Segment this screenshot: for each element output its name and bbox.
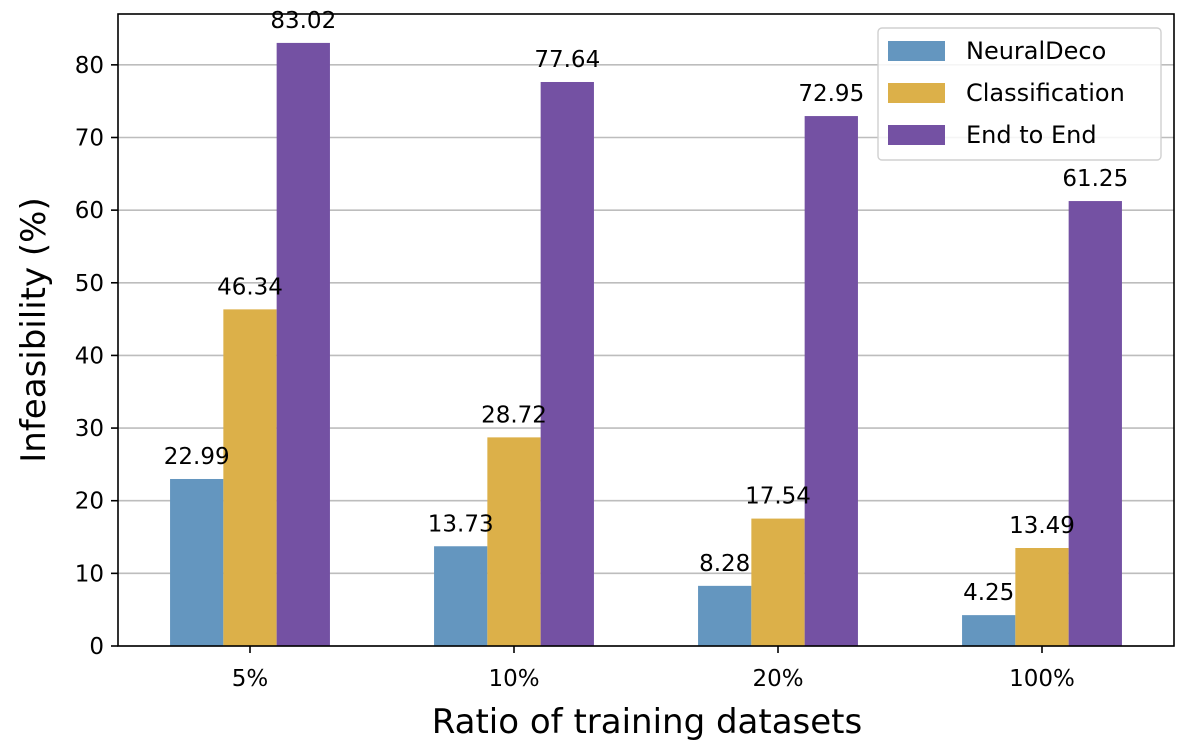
bar-end-to-end — [1068, 201, 1122, 646]
legend-box — [877, 27, 1162, 161]
y-tick-label: 80 — [75, 53, 104, 79]
legend-swatch — [888, 41, 945, 61]
legend: NeuralDeco Classification End to End — [877, 27, 1162, 161]
data-label: 17.54 — [745, 484, 811, 510]
x-tick-label: 10% — [488, 666, 539, 692]
x-tick-label: 5% — [232, 666, 269, 692]
legend-swatch — [888, 125, 945, 145]
y-tick-label: 30 — [75, 416, 104, 442]
data-label: 22.99 — [164, 444, 230, 470]
bar-neuraldeco — [962, 615, 1016, 646]
plot-frame — [117, 13, 1175, 647]
legend-label: Classification — [966, 79, 1125, 107]
y-tick-label: 70 — [75, 125, 104, 151]
data-label: 83.02 — [270, 8, 336, 34]
data-label: 13.49 — [1009, 513, 1075, 539]
bars — [170, 42, 1122, 647]
bar-neuraldeco — [170, 478, 224, 646]
bar-end-to-end — [540, 81, 594, 646]
data-label: 72.95 — [798, 81, 864, 107]
legend-swatch — [888, 83, 945, 103]
x-tick-label: 20% — [752, 666, 803, 692]
y-tick-label: 60 — [75, 198, 104, 224]
data-label: 4.25 — [963, 580, 1014, 606]
legend-label: End to End — [966, 121, 1097, 149]
x-tick-label: 100% — [1009, 666, 1075, 692]
bar-classification — [751, 518, 805, 646]
y-axis-label: Infeasibility (%) — [14, 197, 54, 462]
y-axis: 0 10 20 30 40 50 60 70 80 — [75, 53, 118, 660]
bar-classification — [223, 309, 277, 646]
y-tick-label: 0 — [89, 634, 104, 660]
y-tick-label: 40 — [75, 343, 104, 369]
data-label: 13.73 — [428, 511, 494, 537]
data-labels: 22.99 46.34 83.02 13.73 28.72 77.64 8.28 17.54 7… — [164, 8, 1128, 606]
data-label: 46.34 — [217, 274, 283, 300]
bar-neuraldeco — [698, 585, 752, 646]
bar-neuraldeco — [434, 546, 488, 646]
y-tick-label: 10 — [75, 561, 104, 587]
y-tick-label: 20 — [75, 489, 104, 515]
data-label: 77.64 — [534, 47, 600, 73]
bar-end-to-end — [804, 116, 858, 646]
data-label: 8.28 — [699, 551, 750, 577]
bar-classification — [487, 437, 541, 646]
y-tick-label: 50 — [75, 271, 104, 297]
bar-end-to-end — [276, 42, 330, 647]
x-axis: 5% 10% 20% 100% — [232, 646, 1075, 692]
bar-classification — [1015, 548, 1069, 646]
x-axis-label: Ratio of training datasets — [432, 702, 862, 742]
legend-label: NeuralDeco — [966, 37, 1106, 65]
data-label: 28.72 — [481, 402, 547, 428]
data-label: 61.25 — [1062, 166, 1128, 192]
